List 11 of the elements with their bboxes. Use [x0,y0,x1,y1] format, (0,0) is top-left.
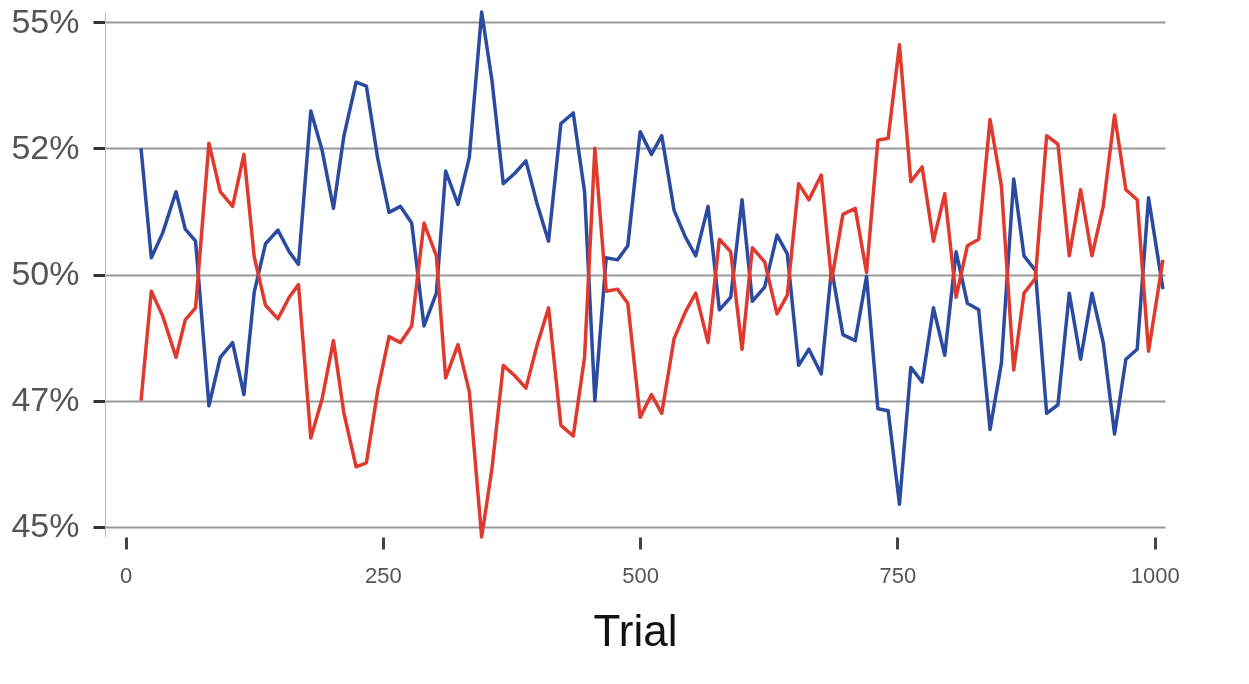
y-tick-label: 50% [11,254,80,292]
x-axis-title: Trial [593,605,678,655]
y-tick-label: 55% [11,1,80,40]
y-tick-label: 47% [11,380,80,419]
x-tick-label: 500 [622,562,660,588]
x-tick-label: 750 [879,562,917,588]
x-tick-label: 250 [365,562,402,588]
x-tick-label: 0 [119,562,133,588]
y-tick-label: 52% [11,127,80,166]
y-tick-label: 45% [11,506,80,545]
x-tick-label: 1000 [1130,562,1180,588]
